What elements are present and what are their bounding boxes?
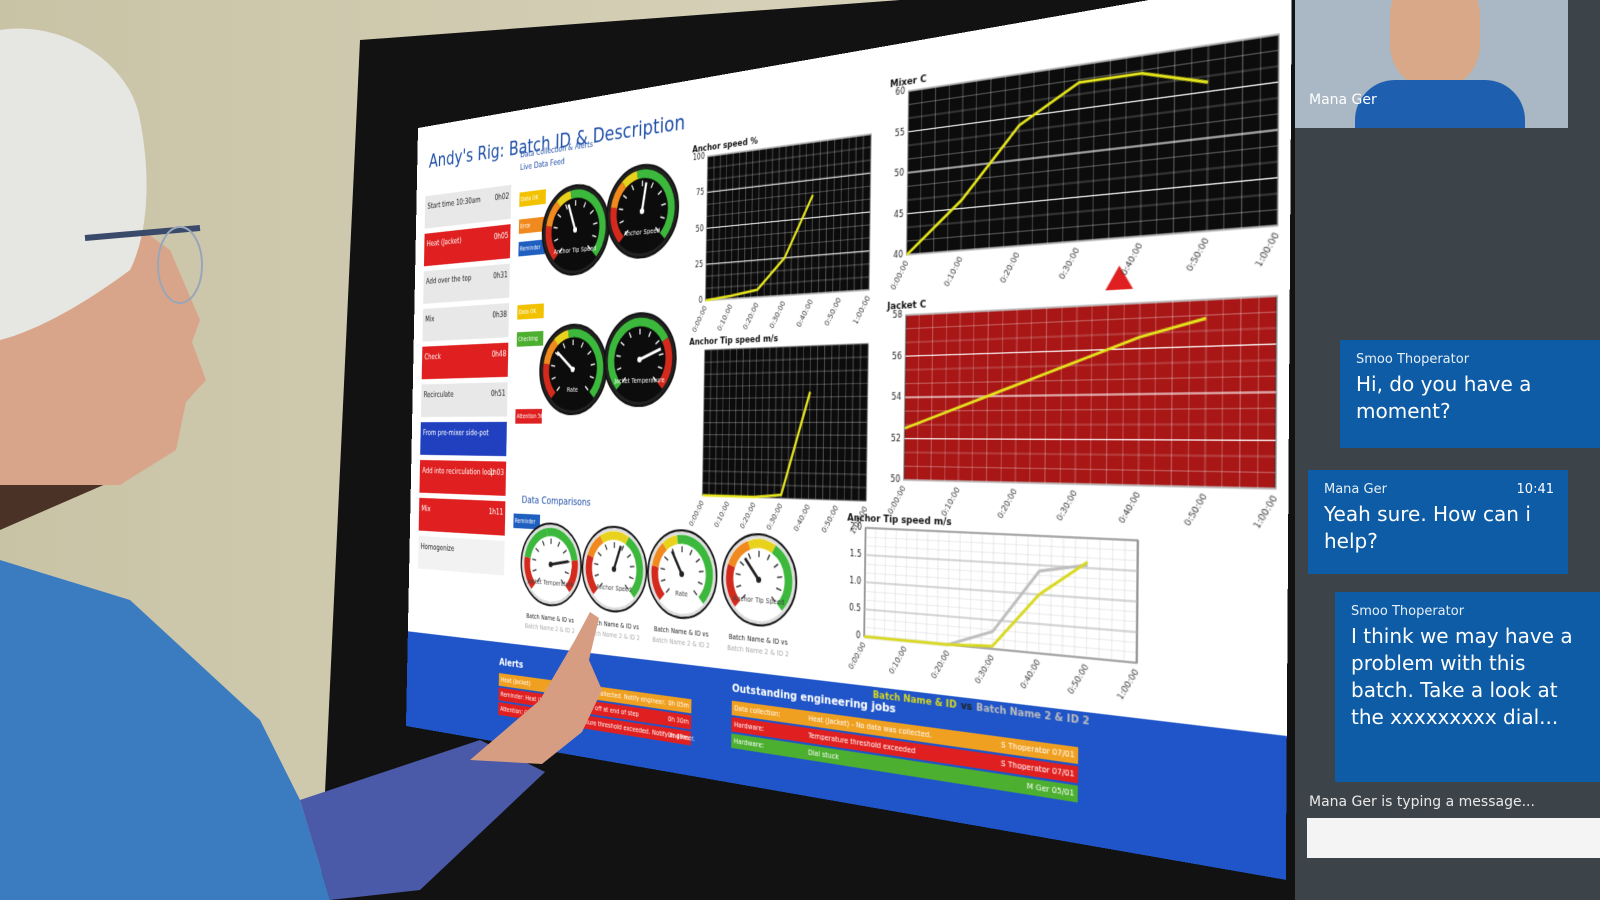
status-text: Data OK: [521, 194, 539, 204]
y-tick-label: 52: [891, 435, 901, 445]
y-tick-label: 40: [893, 251, 904, 261]
status-text: Checking: [518, 335, 538, 344]
message-input[interactable]: [1307, 818, 1600, 858]
video-tile: Mana Ger: [1295, 0, 1568, 128]
y-tick-label: 45: [894, 210, 904, 221]
y-tick-label: 54: [891, 393, 902, 403]
step-row: [420, 382, 508, 418]
step-name: Recirculate: [424, 390, 454, 399]
chat-sender: Smoo Thoperator: [1351, 604, 1465, 619]
step-row: [418, 497, 506, 536]
y-tick-label: 2.0: [850, 523, 863, 533]
chat-bubble: Mana Ger 10:41 Yeah sure. How can i help…: [1308, 470, 1568, 574]
step-name: Heat (Jacket): [427, 236, 462, 249]
step-row: [423, 263, 510, 304]
step-row: [419, 459, 507, 496]
legend-separator: vs: [961, 700, 973, 713]
y-tick-label: 25: [695, 261, 703, 270]
y-tick-label: 50: [894, 169, 905, 180]
gauge-tick: [630, 566, 634, 567]
chat-time: 10:41: [1516, 482, 1554, 497]
gauge-tick: [699, 571, 704, 572]
comparison-title: Data Comparisons: [522, 493, 591, 508]
video-shirt: [1355, 80, 1525, 128]
y-tick-label: 0.5: [849, 604, 861, 615]
step-time: 0h05: [494, 231, 509, 242]
status-text: Attention 56.2°C: [517, 413, 553, 421]
step-time: 0h38: [492, 310, 507, 320]
chat-bubble: Smoo Thoperator I think we may have a pr…: [1335, 592, 1600, 782]
step-time: 1h11: [489, 507, 504, 517]
chat-sender: Mana Ger: [1324, 482, 1387, 497]
gauge-tick: [619, 209, 623, 210]
chat-bubble: Smoo Thoperator Hi, do you have a moment…: [1340, 340, 1600, 448]
chat-message: I think we may have a problem with this …: [1351, 624, 1573, 729]
dashboard: Andy's Rig: Batch ID & Description Data …: [405, 0, 1292, 880]
step-row: [422, 303, 510, 342]
status-text: Reminder: [515, 517, 536, 526]
step-name: Add over the top: [426, 274, 472, 287]
y-tick-label: 0: [856, 632, 862, 642]
y-tick-label: 60: [895, 87, 906, 98]
gauge-tick: [554, 227, 558, 228]
chart-title: Anchor Tip speed m/s: [847, 513, 952, 529]
step-name: From pre-mixer side-pot: [423, 429, 489, 438]
row-time: 0h 05m: [668, 699, 689, 711]
step-name: Mix: [421, 504, 431, 513]
row-time: 0h 49m: [668, 731, 689, 743]
y-tick-label: 50: [696, 225, 705, 235]
y-tick-label: 75: [696, 189, 704, 199]
chart-title: Anchor Tip speed m/s: [689, 334, 779, 348]
step-row: [417, 535, 505, 576]
y-tick-label: 56: [892, 352, 903, 362]
gauge-label: Rate: [567, 386, 578, 394]
y-tick-label: 50: [890, 476, 901, 486]
y-tick-label: 58: [893, 311, 904, 321]
step-time: 0h51: [491, 389, 506, 398]
step-name: Homogenize: [421, 542, 455, 553]
gauge-tick: [616, 355, 620, 356]
y-tick-label: 1.5: [850, 550, 862, 560]
step-row: [420, 421, 507, 457]
y-tick-label: 1.0: [849, 577, 862, 587]
step-name: Check: [424, 352, 441, 362]
gauge-label: Rate: [675, 590, 688, 600]
chat-message: Hi, do you have a moment?: [1356, 372, 1532, 423]
chart-background: [706, 134, 871, 300]
chart-title: Jacket C: [886, 299, 927, 313]
step-row: [423, 224, 511, 267]
gauge-arc: [749, 543, 774, 549]
gauge-tick: [777, 577, 782, 578]
gauge-label: Jacket Temperature: [613, 377, 664, 387]
gauge-label: Anchor Speed: [596, 583, 632, 594]
step-time: 0h02: [495, 192, 510, 203]
gauge-tick: [551, 365, 555, 366]
step-row: [421, 342, 509, 380]
step-time: 1h03: [489, 468, 504, 478]
y-tick-label: 55: [895, 128, 905, 139]
y-tick-label: 0: [698, 297, 703, 306]
row-time: 0h 30m: [668, 715, 689, 727]
y-tick-label: 100: [693, 153, 706, 163]
step-name: Mix: [425, 315, 435, 324]
status-text: Reminder: [520, 244, 541, 254]
video-face: [1390, 0, 1480, 90]
step-time: 0h31: [493, 271, 508, 281]
dashboard-screen: Andy's Rig: Batch ID & Description Data …: [405, 0, 1292, 880]
step-time: 0h48: [492, 350, 507, 360]
chat-sender: Smoo Thoperator: [1356, 352, 1470, 367]
chat-message: Yeah sure. How can i help?: [1324, 502, 1531, 553]
step-row: [424, 184, 512, 229]
screen-area: [407, 0, 1292, 739]
status-text: Data OK: [519, 308, 537, 317]
chat-panel: Mana Ger Smoo Thoperator Hi, do you have…: [1295, 0, 1600, 900]
typing-indicator: Mana Ger is typing a message...: [1309, 794, 1535, 810]
status-text: Error: [520, 222, 531, 231]
video-name: Mana Ger: [1309, 92, 1377, 108]
step-name: Add into recirculation loop: [422, 467, 495, 478]
